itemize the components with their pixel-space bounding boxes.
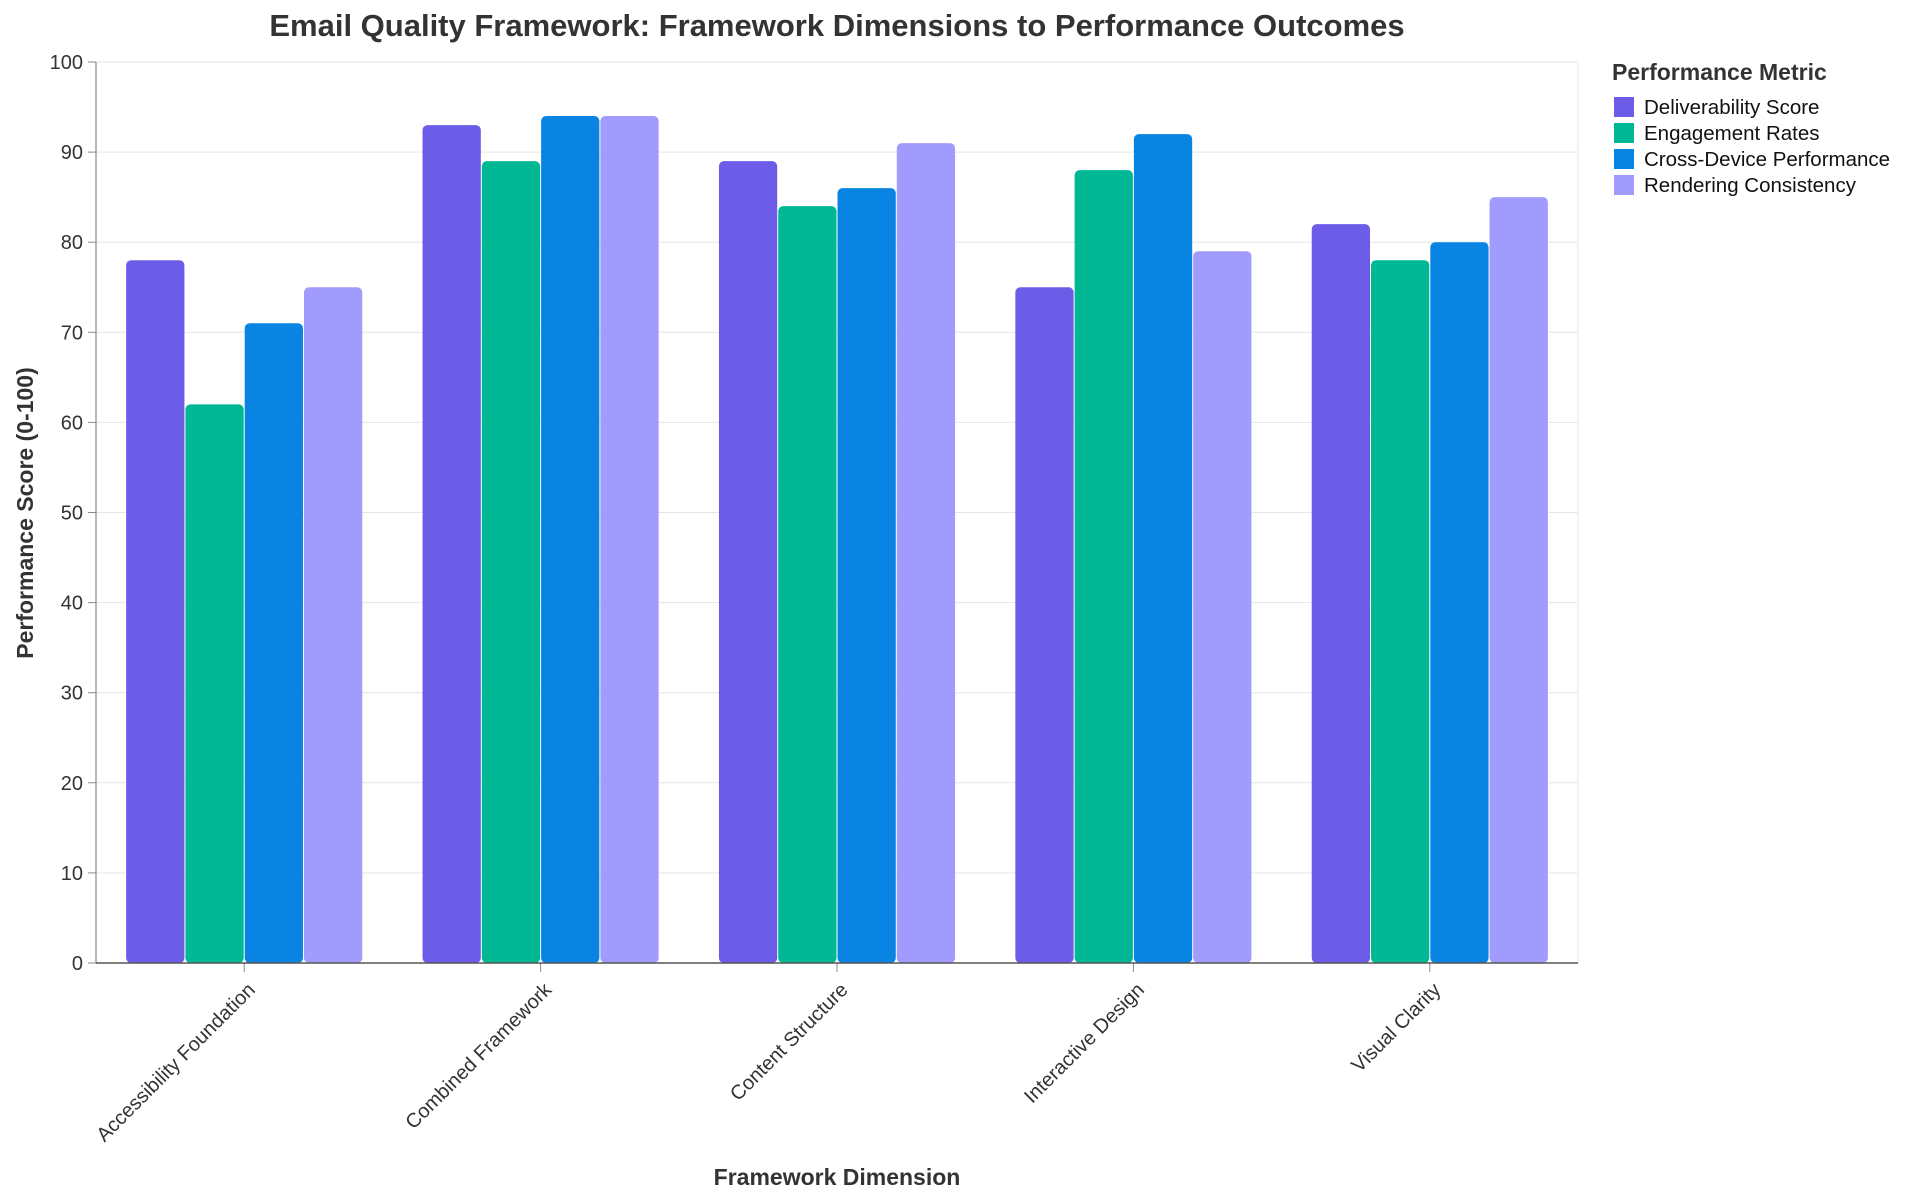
y-tick-label: 80: [61, 232, 83, 254]
legend-swatch: [1614, 97, 1634, 117]
legend-label: Cross-Device Performance: [1644, 148, 1890, 171]
x-tick-label: Content Structure: [726, 979, 852, 1105]
legend-swatch: [1614, 149, 1634, 169]
bar: [185, 404, 244, 963]
bar: [1430, 242, 1489, 963]
bar: [718, 161, 778, 964]
legend: Performance Metric Deliverability Score E…: [1612, 59, 1890, 197]
bar: [1074, 170, 1133, 963]
x-tick-label: Combined Framework: [401, 978, 556, 1133]
bar: [244, 323, 303, 963]
bar: [896, 143, 956, 964]
bar: [422, 125, 481, 963]
y-tick-label: 100: [50, 52, 83, 74]
chart-title: Email Quality Framework: Framework Dimen…: [269, 8, 1404, 43]
y-tick-label: 50: [61, 503, 83, 525]
x-tick-label: Visual Clarity: [1348, 979, 1446, 1077]
legend-label: Rendering Consistency: [1644, 174, 1857, 197]
bar: [126, 260, 185, 964]
legend-title: Performance Metric: [1612, 59, 1827, 85]
x-tick-label: Interactive Design: [1020, 979, 1149, 1108]
bar: [1489, 197, 1548, 963]
bar: [541, 116, 600, 963]
legend-label: Deliverability Score: [1644, 96, 1819, 119]
y-tick-label: 70: [61, 322, 83, 344]
legend-swatch: [1614, 175, 1634, 195]
bar: [837, 188, 896, 963]
bar: [1015, 287, 1074, 963]
bar: [600, 116, 659, 963]
bar: [1371, 260, 1430, 964]
bar: [1311, 224, 1371, 963]
x-tick-label: Accessibility Foundation: [92, 979, 259, 1146]
bars: [126, 116, 1548, 964]
y-tick-label: 0: [72, 953, 83, 975]
legend-swatch: [1614, 123, 1634, 143]
y-tick-label: 40: [61, 593, 83, 615]
x-axis-title: Framework Dimension: [714, 1164, 961, 1190]
bar: [303, 287, 363, 963]
legend-label: Engagement Rates: [1644, 122, 1820, 145]
y-tick-label: 30: [61, 683, 83, 705]
y-axis-title: Performance Score (0-100): [12, 367, 38, 658]
y-tick-label: 10: [61, 863, 83, 885]
y-tick-label: 20: [61, 773, 83, 795]
bar: [1193, 251, 1252, 963]
bar: [1133, 134, 1193, 963]
y-tick-label: 90: [61, 142, 83, 164]
bar: [778, 206, 837, 963]
bar: [481, 161, 541, 964]
y-tick-label: 60: [61, 412, 83, 434]
